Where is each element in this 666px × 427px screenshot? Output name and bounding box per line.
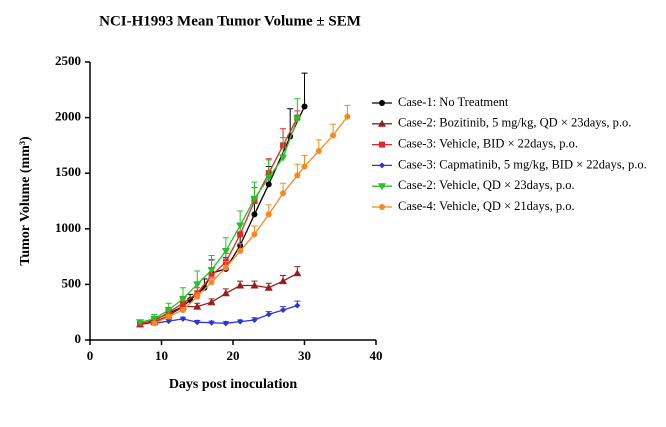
legend-marker: [378, 183, 386, 191]
chart-title: NCI-H1993 Mean Tumor Volume ± SEM: [99, 13, 361, 29]
legend-marker: [379, 204, 385, 210]
data-point: [165, 318, 172, 325]
legend-label: Case-1: No Treatment: [398, 95, 509, 109]
data-point: [165, 313, 172, 320]
data-point: [222, 264, 229, 271]
legend-label: Case-4: Vehicle, QD × 21days, p.o.: [398, 199, 575, 213]
data-point: [208, 279, 215, 286]
data-point: [294, 172, 301, 179]
data-point: [151, 320, 158, 327]
legend-label: Case-2: Vehicle, QD × 23days, p.o.: [398, 178, 575, 192]
x-tick-label: 20: [227, 348, 240, 363]
data-point: [279, 277, 288, 285]
data-point: [221, 289, 230, 297]
data-point: [315, 147, 322, 154]
data-point: [301, 163, 308, 170]
y-tick-label: 1000: [55, 220, 81, 235]
x-axis-label: Days post inoculation: [169, 377, 298, 392]
data-point: [294, 302, 301, 309]
data-point: [207, 266, 216, 274]
data-point: [221, 248, 230, 256]
series-line: [139, 106, 306, 326]
x-tick-label: 0: [87, 348, 94, 363]
y-tick-label: 2500: [55, 53, 81, 68]
error-bar: [280, 137, 287, 158]
legend-label: Case-3: Capmatinib, 5 mg/kg, BID × 22day…: [398, 157, 647, 171]
data-point: [250, 281, 259, 289]
data-point: [193, 281, 202, 289]
data-point: [264, 174, 273, 182]
data-point: [301, 103, 308, 110]
data-point: [179, 300, 186, 307]
data-point: [280, 190, 287, 197]
legend-marker: [378, 119, 386, 127]
data-point: [265, 311, 272, 318]
x-tick-label: 10: [155, 348, 168, 363]
data-point: [280, 306, 287, 313]
error-bar: [301, 72, 308, 107]
data-point: [251, 316, 258, 323]
data-point: [237, 248, 244, 255]
data-point: [237, 231, 244, 238]
data-point: [279, 154, 288, 162]
data-point: [208, 319, 215, 326]
data-point: [264, 283, 273, 291]
error-bar: [294, 98, 301, 119]
data-point: [265, 211, 272, 218]
series-line: [139, 117, 298, 324]
data-point: [265, 181, 272, 188]
data-point: [251, 231, 258, 238]
data-point: [178, 295, 187, 303]
data-point: [194, 319, 201, 326]
data-point: [251, 211, 258, 218]
data-point: [293, 269, 302, 277]
legend-marker: [379, 141, 385, 148]
data-point: [164, 306, 173, 314]
y-tick-label: 1500: [55, 164, 81, 179]
series-line: [139, 272, 298, 326]
data-point: [330, 132, 337, 139]
data-point: [193, 302, 202, 310]
data-point: [179, 315, 186, 322]
data-point: [194, 293, 201, 300]
data-point: [236, 222, 245, 230]
legend-marker: [379, 162, 385, 169]
data-point: [150, 315, 159, 323]
data-point: [293, 115, 302, 123]
data-point: [207, 298, 216, 306]
legend-marker: [379, 100, 385, 106]
legend-label: Case-2: Bozitinib, 5 mg/kg, QD × 23days,…: [398, 116, 631, 130]
x-tick-label: 30: [298, 348, 311, 363]
data-point: [250, 195, 259, 203]
data-point: [179, 306, 186, 313]
y-axis-label: Tumor Volume (mm³): [18, 136, 33, 266]
x-tick-label: 40: [370, 348, 383, 363]
y-tick-label: 0: [75, 331, 82, 346]
data-point: [208, 272, 215, 279]
legend-label: Case-3: Vehicle, BID × 22days, p.o.: [398, 136, 578, 150]
data-point: [237, 318, 244, 325]
y-tick-label: 500: [62, 275, 82, 290]
data-point: [236, 281, 245, 289]
series-line: [139, 118, 298, 323]
data-point: [344, 113, 351, 120]
data-point: [222, 320, 229, 327]
data-point: [136, 319, 145, 327]
y-tick-label: 2000: [55, 109, 81, 124]
